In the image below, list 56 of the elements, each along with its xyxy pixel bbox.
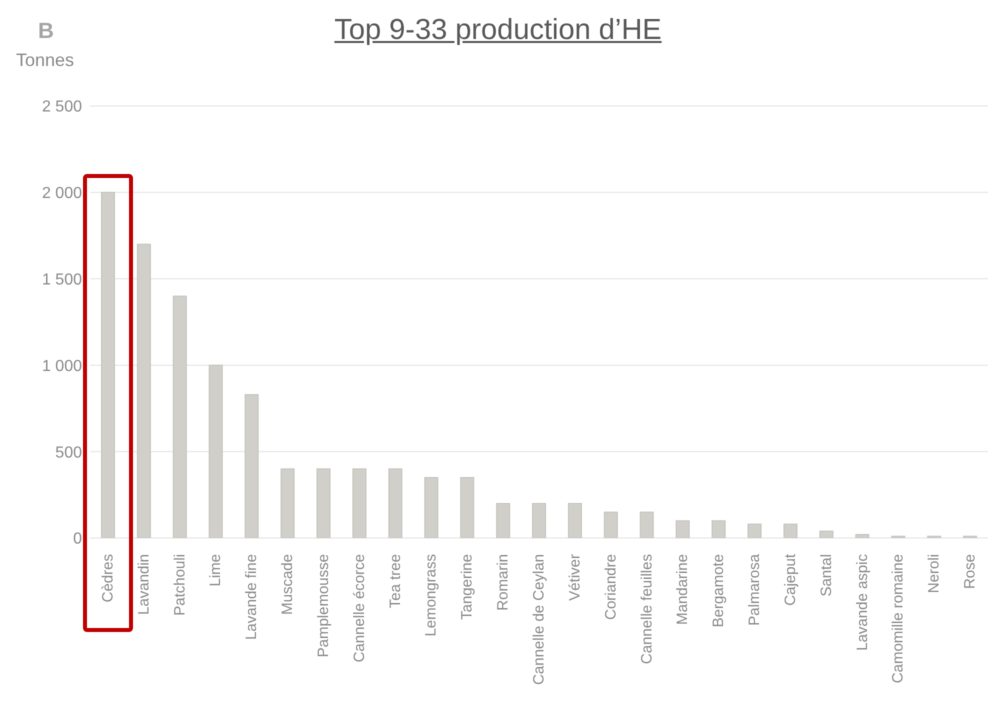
chart-title: Top 9-33 production d’HE	[334, 14, 662, 46]
x-tick-label: Vétiver	[566, 554, 584, 601]
x-tick-label: Bergamote	[710, 554, 728, 628]
bar	[244, 394, 259, 538]
y-tick-label: 2 500	[42, 98, 82, 116]
bar	[280, 468, 295, 538]
y-tick-label: 1 500	[42, 271, 82, 288]
x-tick-label: Muscade	[279, 554, 296, 615]
bar	[208, 364, 223, 538]
x-tick-label: Rose	[962, 554, 979, 590]
x-tick-label: Romarin	[494, 554, 512, 611]
x-tick-label: Lavande aspic	[854, 554, 871, 651]
x-tick-label: Mandarine	[674, 554, 692, 625]
x-tick-label: Tea tree	[386, 554, 404, 608]
x-tick-label: Cannelle feuilles	[638, 554, 656, 664]
x-tick-label: Lemongrass	[422, 554, 440, 637]
bar	[640, 512, 654, 538]
bar	[676, 520, 690, 538]
bar	[496, 502, 510, 538]
x-tick-label: Lavandin	[135, 554, 152, 615]
x-tick-label: Cannelle écorce	[350, 554, 368, 662]
x-tick-label: Pamplemousse	[314, 554, 332, 658]
bar	[712, 520, 726, 538]
y-tick-label: 2 000	[42, 185, 82, 202]
text: B	[38, 18, 54, 44]
x-tick-label: Cèdres	[99, 554, 116, 602]
bar	[568, 502, 582, 538]
bar	[136, 244, 151, 538]
bar	[352, 468, 366, 538]
bar	[783, 524, 798, 538]
x-tick-label: Coriandre	[602, 554, 620, 620]
y-axis-title: Tonnes	[16, 50, 74, 71]
bar	[819, 530, 834, 538]
x-tick-label: Camomille romaine	[890, 554, 907, 684]
y-tick-label: 1 000	[42, 358, 82, 375]
bar	[316, 468, 331, 538]
y-tick-label: 500	[55, 444, 82, 462]
bar	[748, 524, 762, 538]
bar	[460, 477, 474, 538]
x-tick-label: Palmarosa	[746, 553, 764, 626]
x-tick-label: Santal	[818, 554, 835, 597]
x-tick-label: Patchouli	[171, 554, 188, 616]
x-tick-label: Lime	[207, 554, 224, 587]
bar	[424, 477, 438, 538]
x-tick-label: Neroli	[926, 554, 943, 594]
x-tick-label: Lavande fine	[243, 554, 260, 640]
x-tick-label: Cajeput	[782, 553, 799, 606]
x-tick-label: Tangerine	[458, 554, 476, 620]
bar	[604, 512, 618, 538]
bar	[532, 502, 546, 538]
bar	[100, 192, 115, 538]
y-tick-label: 0	[73, 530, 82, 548]
bar	[388, 468, 402, 538]
bar	[172, 296, 187, 538]
x-tick-label: Cannelle de Ceylan	[530, 554, 548, 685]
bar	[855, 534, 870, 538]
